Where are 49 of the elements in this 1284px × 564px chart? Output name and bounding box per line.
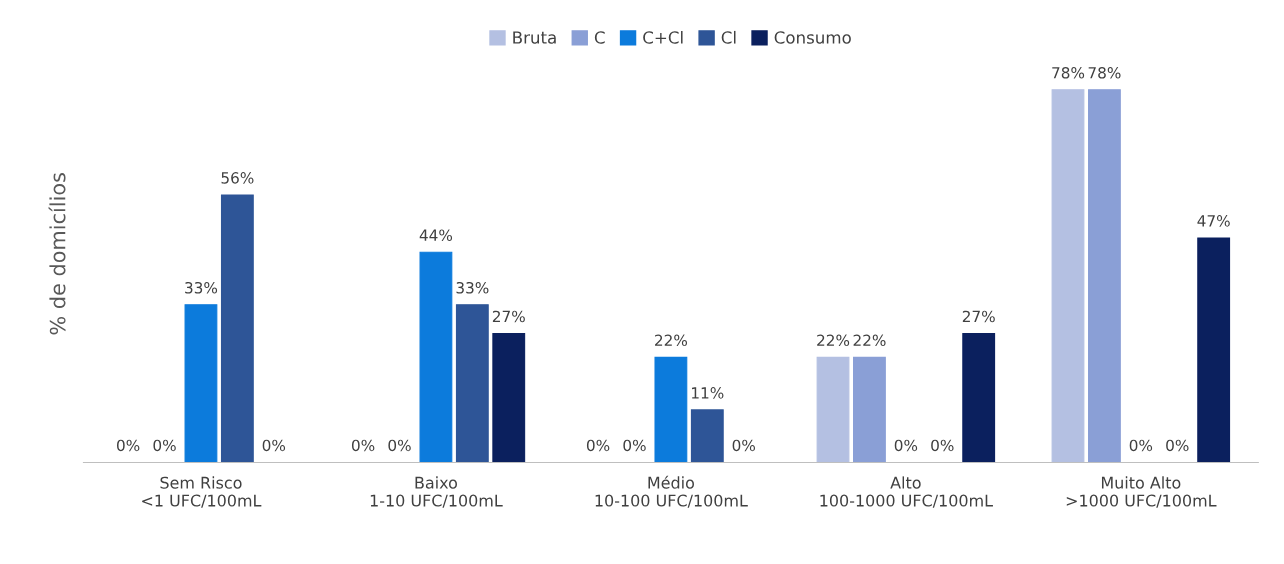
data-label: 33% — [456, 281, 489, 294]
x-tick-label: Muito Alto >1000 UFC/100mL — [1066, 476, 1217, 508]
legend-label: Bruta — [513, 31, 556, 44]
x-tick-label: Médio 10-100 UFC/100mL — [595, 475, 748, 508]
bar — [816, 356, 850, 463]
data-label: 11% — [692, 387, 724, 399]
bar — [1087, 89, 1121, 463]
data-label: 22% — [817, 334, 850, 347]
bar — [1051, 89, 1085, 463]
bar — [962, 332, 996, 463]
legend-label: Cl — [721, 30, 736, 44]
data-label: 27% — [492, 310, 525, 323]
data-label: 0% — [894, 439, 918, 452]
data-label: 0% — [351, 439, 375, 452]
data-label: 0% — [1166, 439, 1189, 452]
bar — [492, 332, 526, 463]
data-label: 33% — [185, 281, 218, 294]
data-label: 78% — [1052, 66, 1085, 79]
data-label: 0% — [153, 439, 176, 452]
data-label: 22% — [655, 334, 688, 347]
data-label: 0% — [388, 439, 411, 452]
bar — [1197, 237, 1231, 463]
data-label: 27% — [962, 310, 995, 323]
bar — [853, 356, 886, 463]
data-label: 0% — [623, 439, 646, 452]
x-tick-label: Baixo 1-10 UFC/100mL — [370, 476, 503, 508]
bar — [690, 409, 724, 463]
data-label: 22% — [853, 334, 886, 347]
data-label: 44% — [419, 229, 453, 241]
legend-label: C — [594, 31, 605, 44]
data-label: 0% — [116, 439, 140, 452]
legend-label: Consumo — [774, 31, 851, 44]
data-label: 56% — [221, 172, 254, 184]
legend-label: C+Cl — [643, 30, 683, 44]
x-tick-label: Alto 100-1000 UFC/100mL — [820, 476, 993, 508]
data-label: 0% — [262, 439, 286, 452]
bar — [184, 304, 218, 463]
data-label: 0% — [586, 439, 610, 452]
bar — [419, 251, 453, 463]
bar — [455, 304, 489, 463]
data-label: 0% — [1129, 439, 1153, 452]
data-label: 0% — [732, 439, 756, 452]
bar — [220, 194, 254, 463]
data-label: 47% — [1197, 215, 1230, 227]
bar — [654, 356, 688, 463]
data-label: 78% — [1088, 66, 1121, 79]
data-label: 0% — [931, 439, 954, 452]
y-axis-title: % de domicílios — [48, 173, 66, 335]
x-tick-label: Sem Risco <1 UFC/100mL — [142, 476, 262, 508]
